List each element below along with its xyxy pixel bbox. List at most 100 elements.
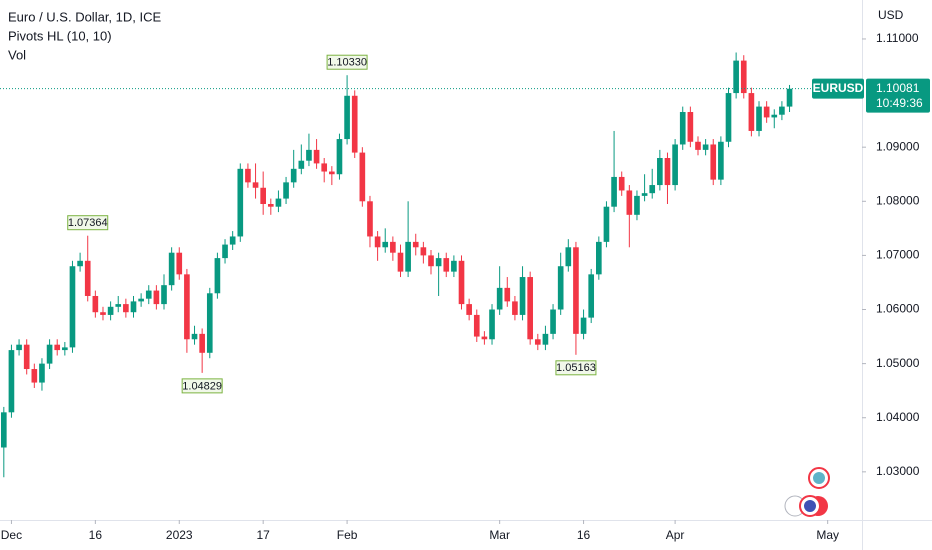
candle-body bbox=[92, 295, 99, 313]
pivot-text: 1.04829 bbox=[182, 380, 222, 392]
candle-body bbox=[107, 306, 114, 315]
candle-body bbox=[8, 350, 15, 413]
candle-body bbox=[580, 317, 587, 334]
candle-body bbox=[588, 274, 595, 318]
candle-body bbox=[573, 247, 579, 334]
countdown-text: 10:49:36 bbox=[876, 96, 923, 110]
candle-body bbox=[618, 176, 625, 191]
candle-body bbox=[779, 106, 785, 115]
pivot-box bbox=[326, 54, 368, 70]
candle-body bbox=[176, 252, 183, 275]
candle-body bbox=[229, 236, 236, 245]
indicator-label: Vol bbox=[8, 47, 26, 62]
candle-body bbox=[611, 176, 617, 207]
icon bbox=[804, 500, 816, 512]
x-tick-label: Mar bbox=[489, 528, 510, 542]
x-tick-label: Dec bbox=[1, 528, 22, 542]
candle-body bbox=[222, 244, 228, 259]
candle-body bbox=[489, 309, 495, 340]
candle-body bbox=[473, 314, 480, 337]
indicator-label: Pivots HL (10, 10) bbox=[8, 28, 112, 43]
symbol-badge bbox=[812, 78, 864, 99]
candle-body bbox=[687, 112, 694, 142]
price-text: 1.10081 bbox=[876, 81, 920, 95]
y-tick-label: 1.05000 bbox=[876, 356, 920, 370]
candle-body bbox=[100, 312, 106, 315]
symbol-text: EURUSD bbox=[813, 81, 864, 95]
candle-body bbox=[763, 106, 770, 118]
x-tick-label: May bbox=[816, 528, 839, 542]
candle-body bbox=[130, 301, 137, 313]
x-tick-label: 16 bbox=[577, 528, 591, 542]
candle-body bbox=[237, 168, 244, 237]
candle-body bbox=[771, 114, 778, 118]
candle-body bbox=[313, 149, 320, 164]
candle-body bbox=[565, 247, 572, 267]
candle-body bbox=[664, 158, 671, 186]
candle-body bbox=[451, 260, 457, 272]
candle-body bbox=[458, 260, 465, 305]
candle-body bbox=[344, 95, 350, 140]
candle-body bbox=[336, 139, 343, 175]
pivot-text: 1.07364 bbox=[68, 217, 108, 229]
candle-body bbox=[382, 241, 389, 248]
candle-body bbox=[351, 95, 358, 153]
pivot-text: 1.10330 bbox=[327, 57, 367, 69]
candles bbox=[0, 52, 793, 478]
candle-body bbox=[679, 112, 686, 145]
candle-body bbox=[695, 141, 701, 150]
candle-body bbox=[260, 187, 266, 204]
candle-body bbox=[145, 290, 152, 299]
candle-body bbox=[46, 344, 53, 364]
y-tick-label: 1.06000 bbox=[876, 302, 920, 316]
candle-body bbox=[62, 347, 68, 351]
candle-body bbox=[359, 152, 366, 202]
y-tick-label: 1.07000 bbox=[876, 248, 920, 262]
candle-body bbox=[504, 287, 511, 302]
pivot-label: 1.07364 bbox=[67, 215, 109, 231]
candle-body bbox=[740, 60, 747, 94]
y-tick-label: 1.08000 bbox=[876, 193, 920, 207]
candle-body bbox=[252, 182, 259, 188]
candle-body bbox=[31, 369, 38, 383]
candle-body bbox=[428, 255, 434, 267]
candle-body bbox=[466, 304, 472, 315]
candle-body bbox=[184, 274, 190, 340]
candle-body bbox=[367, 201, 373, 237]
candle-body bbox=[0, 412, 7, 448]
candle-body bbox=[321, 163, 328, 172]
candle-body bbox=[534, 339, 541, 345]
candle-body bbox=[756, 106, 762, 131]
candle-body bbox=[16, 344, 22, 351]
candle-body bbox=[206, 293, 213, 353]
candle-body bbox=[435, 258, 442, 267]
candle-body bbox=[77, 260, 83, 267]
price-badge bbox=[866, 78, 930, 113]
x-tick-label: 2023 bbox=[166, 528, 193, 542]
y-tick-label: 1.11000 bbox=[876, 31, 919, 45]
y-tick-label: 1.04000 bbox=[876, 410, 920, 424]
candle-body bbox=[710, 144, 717, 180]
candle-body bbox=[405, 241, 411, 272]
candle-body bbox=[519, 277, 526, 315]
candle-body bbox=[275, 198, 282, 207]
pivot-label: 1.10330 bbox=[326, 54, 368, 70]
icon bbox=[813, 472, 825, 484]
candle-body bbox=[702, 144, 709, 150]
candle-body bbox=[306, 149, 312, 161]
pivot-box bbox=[181, 378, 223, 394]
x-tick-label: Apr bbox=[666, 528, 685, 542]
pivot-box bbox=[555, 360, 597, 376]
candle-body bbox=[267, 203, 274, 207]
candle-body bbox=[641, 193, 648, 196]
candle-body bbox=[283, 182, 289, 199]
flag-icons[interactable] bbox=[784, 467, 830, 517]
candle-body bbox=[626, 190, 633, 215]
candle-body bbox=[542, 333, 549, 345]
candle-body bbox=[23, 344, 30, 370]
candle-body bbox=[397, 252, 404, 272]
candle-body bbox=[115, 304, 122, 307]
candle-body bbox=[138, 298, 144, 302]
